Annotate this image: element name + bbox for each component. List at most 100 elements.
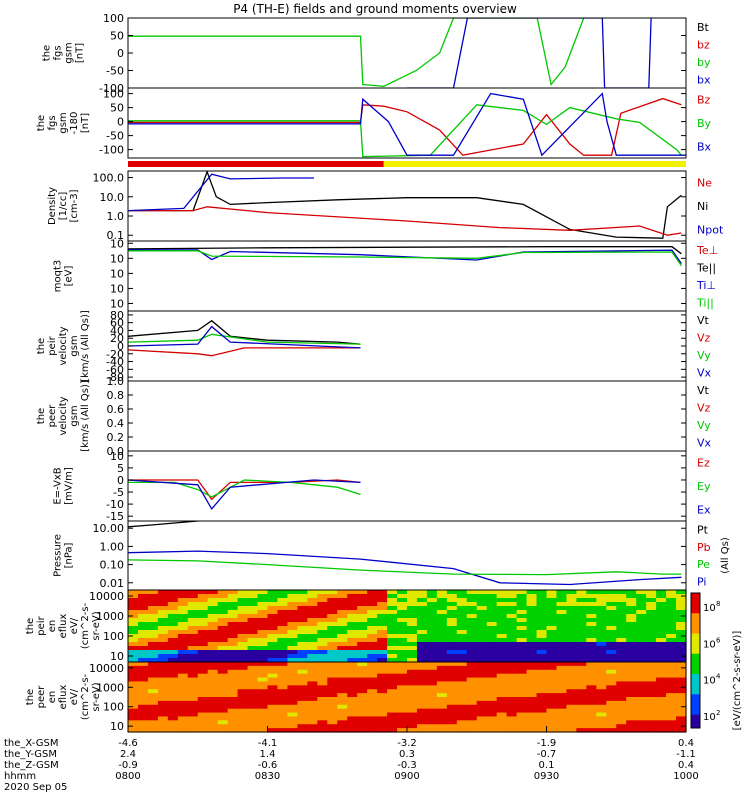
spectrogram-cell <box>476 590 488 595</box>
spectrogram-cell <box>436 724 448 729</box>
colorbar-segment <box>691 647 700 651</box>
spectrogram-cell <box>128 693 139 698</box>
spectrogram-cell <box>466 634 478 639</box>
spectrogram-cell <box>526 622 538 627</box>
spectrogram-cell <box>616 590 627 595</box>
spectrogram-cell <box>197 685 209 690</box>
spectrogram-cell <box>426 622 438 627</box>
spectrogram-cell <box>666 665 677 671</box>
spectrogram-cell <box>407 610 418 615</box>
spectrogram-cell <box>297 681 308 686</box>
spectrogram-cell <box>506 716 518 721</box>
spectrogram-cell <box>426 602 438 607</box>
spectrogram-cell <box>516 728 528 733</box>
spectrogram-cell <box>277 704 289 710</box>
spectrogram-cell <box>456 669 468 675</box>
spectrogram-cell <box>237 716 249 721</box>
spectrogram-cell <box>566 650 577 655</box>
spectrogram-cell <box>586 618 597 623</box>
spectrogram-cell <box>496 642 508 647</box>
spectrogram-cell <box>197 697 209 702</box>
spectrogram-cell <box>317 693 328 698</box>
spectrogram-cell <box>297 712 308 718</box>
spectrogram-cell <box>307 681 318 686</box>
spectrogram-cell <box>416 622 428 627</box>
spectrogram-cell <box>317 685 328 690</box>
spectrogram-cell <box>237 594 249 599</box>
x-row-value: -0.6 <box>258 760 278 771</box>
spectrogram-cell <box>456 681 468 686</box>
spectrogram-cell <box>177 602 189 607</box>
spectrogram-cell <box>207 590 219 595</box>
spectrogram-cell <box>357 708 368 714</box>
spectrogram-cell <box>436 594 448 599</box>
spectrogram-cell <box>147 728 159 733</box>
spectrogram-cell <box>416 662 428 667</box>
y-axis-label: the peer velocity gsm [km/s (All Qs)] <box>36 380 91 452</box>
spectrogram-cell <box>596 728 607 733</box>
spectrogram-cell <box>446 693 458 698</box>
spectrogram-cell <box>426 630 438 635</box>
spectrogram-cell <box>257 689 269 694</box>
spectrogram-cell <box>367 685 378 690</box>
spectrogram-cell <box>207 673 219 679</box>
spectrogram-cell <box>197 634 209 639</box>
spectrogram-cell <box>536 728 548 733</box>
spectrogram-cell <box>407 590 418 595</box>
spectrogram-cell <box>596 622 607 627</box>
spectrogram-cell <box>317 630 328 635</box>
spectrogram-cell <box>337 677 348 683</box>
spectrogram-cell <box>466 646 478 651</box>
spectrogram-cell <box>397 650 408 655</box>
spectrogram-cell <box>606 693 617 698</box>
spectrogram-cell <box>626 665 637 671</box>
spectrogram-cell <box>307 662 318 667</box>
spectrogram-cell <box>496 724 508 729</box>
spectrogram-cell <box>167 693 179 698</box>
spectrogram-cell <box>466 662 478 667</box>
spectrogram-cell <box>456 724 468 729</box>
spectrogram-cell <box>606 598 617 603</box>
spectrogram-cell <box>666 708 677 714</box>
spectrogram-cell <box>267 697 279 702</box>
spectrogram-cell <box>556 634 568 639</box>
spectrogram-cell <box>646 606 657 611</box>
spectrogram-cell <box>466 700 478 706</box>
spectrogram-cell <box>387 728 398 733</box>
spectrogram-cell <box>456 634 468 639</box>
colorbar-tick-label: 10 <box>703 712 716 723</box>
spectrogram-cell <box>506 693 518 698</box>
spectrogram-cell <box>526 658 538 663</box>
spectrogram-cell <box>636 594 647 599</box>
spectrogram-cell <box>227 602 239 607</box>
spectrogram-cell <box>656 646 667 651</box>
spectrogram-cell <box>486 658 498 663</box>
spectrogram-cell <box>536 650 548 655</box>
spectrogram-cell <box>646 650 657 655</box>
spectrogram-cell <box>337 724 348 729</box>
spectrogram-cell <box>606 602 617 607</box>
spectrogram-cell <box>426 590 438 595</box>
x-date: 2020 Sep 05 <box>4 782 67 793</box>
spectrogram-cell <box>407 654 418 659</box>
spectrogram-cell <box>377 614 388 619</box>
spectrogram-cell <box>416 614 428 619</box>
spectrogram-cell <box>157 606 169 611</box>
spectrogram-cell <box>416 665 428 671</box>
spectrogram-cell <box>626 630 637 635</box>
legend-entry: Vz <box>697 401 711 414</box>
spectrogram-cell <box>576 693 587 698</box>
spectrogram-cell <box>177 685 189 690</box>
spectrogram-cell <box>656 654 667 659</box>
spectrogram-cell <box>247 708 259 714</box>
spectrogram-cell <box>367 689 378 694</box>
spectrogram-cell <box>197 630 209 635</box>
spectrogram-cell <box>327 716 338 721</box>
spectrogram-cell <box>347 708 358 714</box>
spectrogram-cell <box>257 646 269 651</box>
spectrogram-cell <box>666 697 677 702</box>
spectrogram-cell <box>546 630 558 635</box>
spectrogram-cell <box>606 658 617 663</box>
